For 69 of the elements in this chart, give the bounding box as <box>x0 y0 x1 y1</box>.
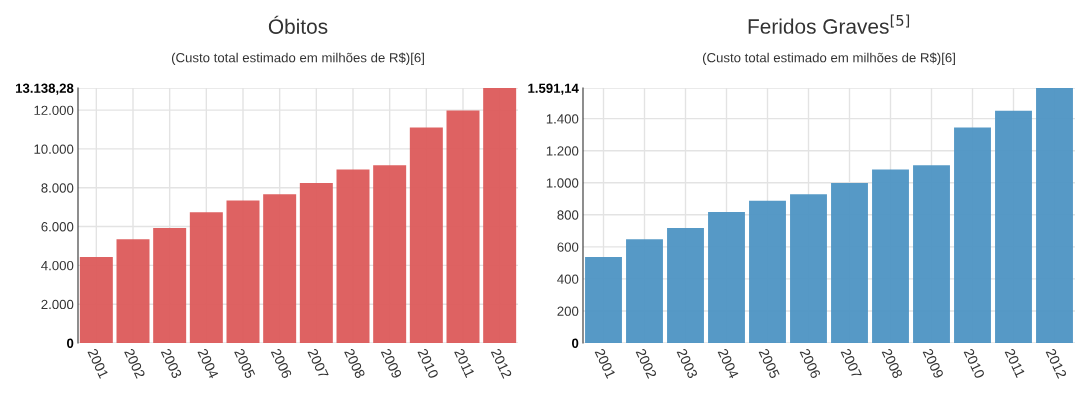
bar <box>483 88 517 343</box>
x-tick-label: 2004 <box>197 347 219 380</box>
y-tick-label: 200 <box>557 306 579 316</box>
y-tick-label: 800 <box>557 210 579 220</box>
x-tick-label: 2008 <box>344 347 366 379</box>
y-tick-label: 1.400 <box>546 114 579 124</box>
x-tick-label: 2002 <box>124 347 146 379</box>
bar <box>153 228 187 343</box>
x-tick-label: 2006 <box>799 347 821 379</box>
bar <box>790 194 827 343</box>
bar <box>116 239 150 343</box>
bar <box>336 169 370 343</box>
x-tick-label: 2005 <box>234 347 256 379</box>
bar <box>226 200 260 343</box>
bar <box>189 212 223 343</box>
x-tick-label: 2003 <box>676 347 698 379</box>
bar <box>79 256 113 343</box>
bar <box>749 200 786 343</box>
x-tick-label: 2010 <box>963 347 985 379</box>
chart-title: Óbitos <box>268 15 328 34</box>
x-tick-label: 2007 <box>307 347 329 379</box>
x-tick-label: 2012 <box>1045 347 1067 379</box>
y-tick-label: 1.000 <box>546 178 579 188</box>
bar <box>585 257 622 343</box>
y-tick-label: 2.000 <box>41 299 74 310</box>
y-tick-label: 0 <box>572 338 579 348</box>
x-tick-label: 2009 <box>380 347 403 379</box>
bar <box>626 239 663 343</box>
chart-subtitle: (Custo total estimado em milhões de R$)[6] <box>171 52 424 65</box>
x-tick-label: 2005 <box>758 347 780 379</box>
bar <box>263 194 297 343</box>
y-tick-label: 13.138,28 <box>15 83 74 95</box>
x-tick-label: 2006 <box>270 347 293 379</box>
x-tick-label: 2007 <box>840 347 862 379</box>
y-tick-label: 6.000 <box>41 222 74 232</box>
chart-subtitle: (Custo total estimado em milhões de R$)[6] <box>702 52 955 65</box>
bar <box>708 211 745 343</box>
bar <box>667 228 704 343</box>
x-tick-label: 2003 <box>160 347 183 379</box>
bar <box>872 169 909 343</box>
chart-title: Feridos Graves$^{[5]}$ <box>748 14 910 34</box>
y-tick-label: 8.000 <box>41 183 74 193</box>
bar <box>446 110 480 343</box>
bar <box>1036 88 1073 343</box>
bar <box>831 182 868 343</box>
bar <box>373 165 407 343</box>
y-tick-label: 12.000 <box>34 105 74 115</box>
x-tick-label: 2011 <box>454 347 476 378</box>
x-tick-label: 2004 <box>717 347 740 380</box>
x-tick-label: 2012 <box>490 347 513 379</box>
y-tick-label: 1.591,14 <box>528 83 579 95</box>
x-tick-label: 2011 <box>1004 347 1026 378</box>
x-tick-label: 2009 <box>922 347 944 379</box>
y-tick-label: 0 <box>67 338 74 348</box>
bar <box>913 165 950 343</box>
x-tick-label: 2008 <box>881 347 903 379</box>
bar <box>995 110 1032 343</box>
y-tick-label: 10.000 <box>34 144 74 154</box>
x-tick-label: 2002 <box>635 347 657 379</box>
y-tick-label: 4.000 <box>41 260 74 271</box>
x-tick-label: 2001 <box>87 347 109 379</box>
x-tick-label: 2010 <box>417 347 439 379</box>
y-tick-label: 1.200 <box>546 146 579 156</box>
bar <box>409 127 443 343</box>
y-tick-label: 600 <box>557 242 579 252</box>
bar <box>299 182 333 343</box>
y-tick-label: 400 <box>557 274 579 284</box>
bar <box>954 127 991 343</box>
x-tick-label: 2001 <box>594 347 616 379</box>
